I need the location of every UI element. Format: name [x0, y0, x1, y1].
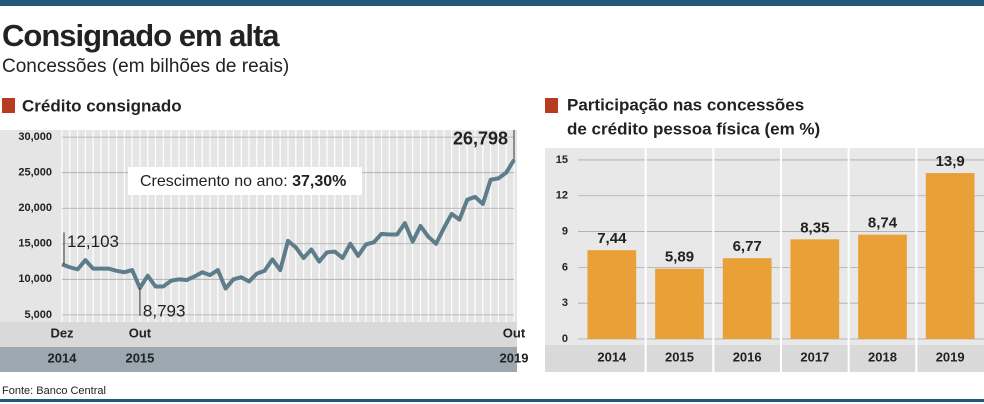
bottom-border — [0, 399, 984, 402]
data-label: 12,103 — [67, 232, 119, 251]
y-tick-label: 20,000 — [18, 202, 52, 214]
x-tick-label: 2017 — [800, 349, 829, 364]
bar — [858, 234, 907, 339]
page-subtitle: Concessões (em bilhões de reais) — [2, 56, 289, 77]
x-tick-label: 2018 — [868, 349, 897, 364]
bar-chart-title: de crédito pessoa física (em %) — [567, 119, 820, 138]
page-title: Consignado em alta — [2, 18, 280, 53]
x-tick-label: 2016 — [733, 349, 762, 364]
bar — [790, 239, 840, 339]
x-tick-label: Out — [129, 325, 152, 340]
line-chart-title: Crédito consignado — [22, 96, 182, 115]
data-label: 8,74 — [868, 215, 898, 232]
data-label: 26,798 — [453, 129, 508, 149]
x-tick-label: 2019 — [936, 349, 965, 364]
bar — [925, 173, 975, 339]
bar-chart-title: Participação nas concessões — [567, 95, 804, 114]
y-tick-label: 6 — [562, 261, 568, 273]
bar — [587, 250, 637, 339]
bar — [722, 258, 772, 339]
y-tick-label: 15 — [556, 154, 568, 166]
y-tick-label: 5,000 — [24, 309, 52, 321]
x-tick-label: 2015 — [125, 350, 154, 365]
x-tick-label: 2014 — [597, 349, 627, 364]
x-tick-label: 2014 — [48, 350, 78, 365]
annotation-box — [128, 167, 362, 195]
y-tick-label: 0 — [562, 333, 568, 345]
y-tick-label: 15,000 — [18, 238, 52, 250]
x-tick-label: 2019 — [500, 350, 529, 365]
axis-band — [545, 345, 984, 372]
source: Fonte: Banco Central — [2, 385, 106, 397]
line-series — [61, 158, 516, 291]
x-tick-label: 2015 — [665, 349, 694, 364]
data-label: 8,793 — [143, 301, 186, 320]
data-label: 6,77 — [733, 238, 762, 255]
plot-background — [0, 130, 517, 322]
axis-band — [0, 347, 517, 372]
y-tick-label: 30,000 — [18, 131, 52, 143]
data-label: 5,89 — [665, 249, 694, 266]
annotation-text: Crescimento no ano: — [140, 173, 288, 190]
x-tick-label: Dez — [50, 325, 74, 340]
y-tick-label: 10,000 — [18, 273, 52, 285]
y-tick-label: 12 — [556, 190, 568, 202]
y-tick-label: 9 — [562, 225, 568, 237]
annotation: Crescimento no ano: 37,30% — [140, 173, 346, 190]
axis-band — [0, 322, 517, 347]
y-tick-label: 25,000 — [18, 167, 52, 179]
data-label: 8,35 — [800, 219, 829, 236]
data-label: 13,9 — [936, 153, 965, 170]
annotation-value: 37,30% — [292, 173, 346, 190]
bar — [655, 268, 704, 339]
section-marker — [545, 98, 558, 113]
y-tick-label: 3 — [562, 297, 568, 309]
section-marker — [2, 98, 15, 113]
x-tick-label: Out — [503, 325, 526, 340]
data-label: 7,44 — [597, 230, 627, 247]
top-border — [0, 0, 984, 6]
